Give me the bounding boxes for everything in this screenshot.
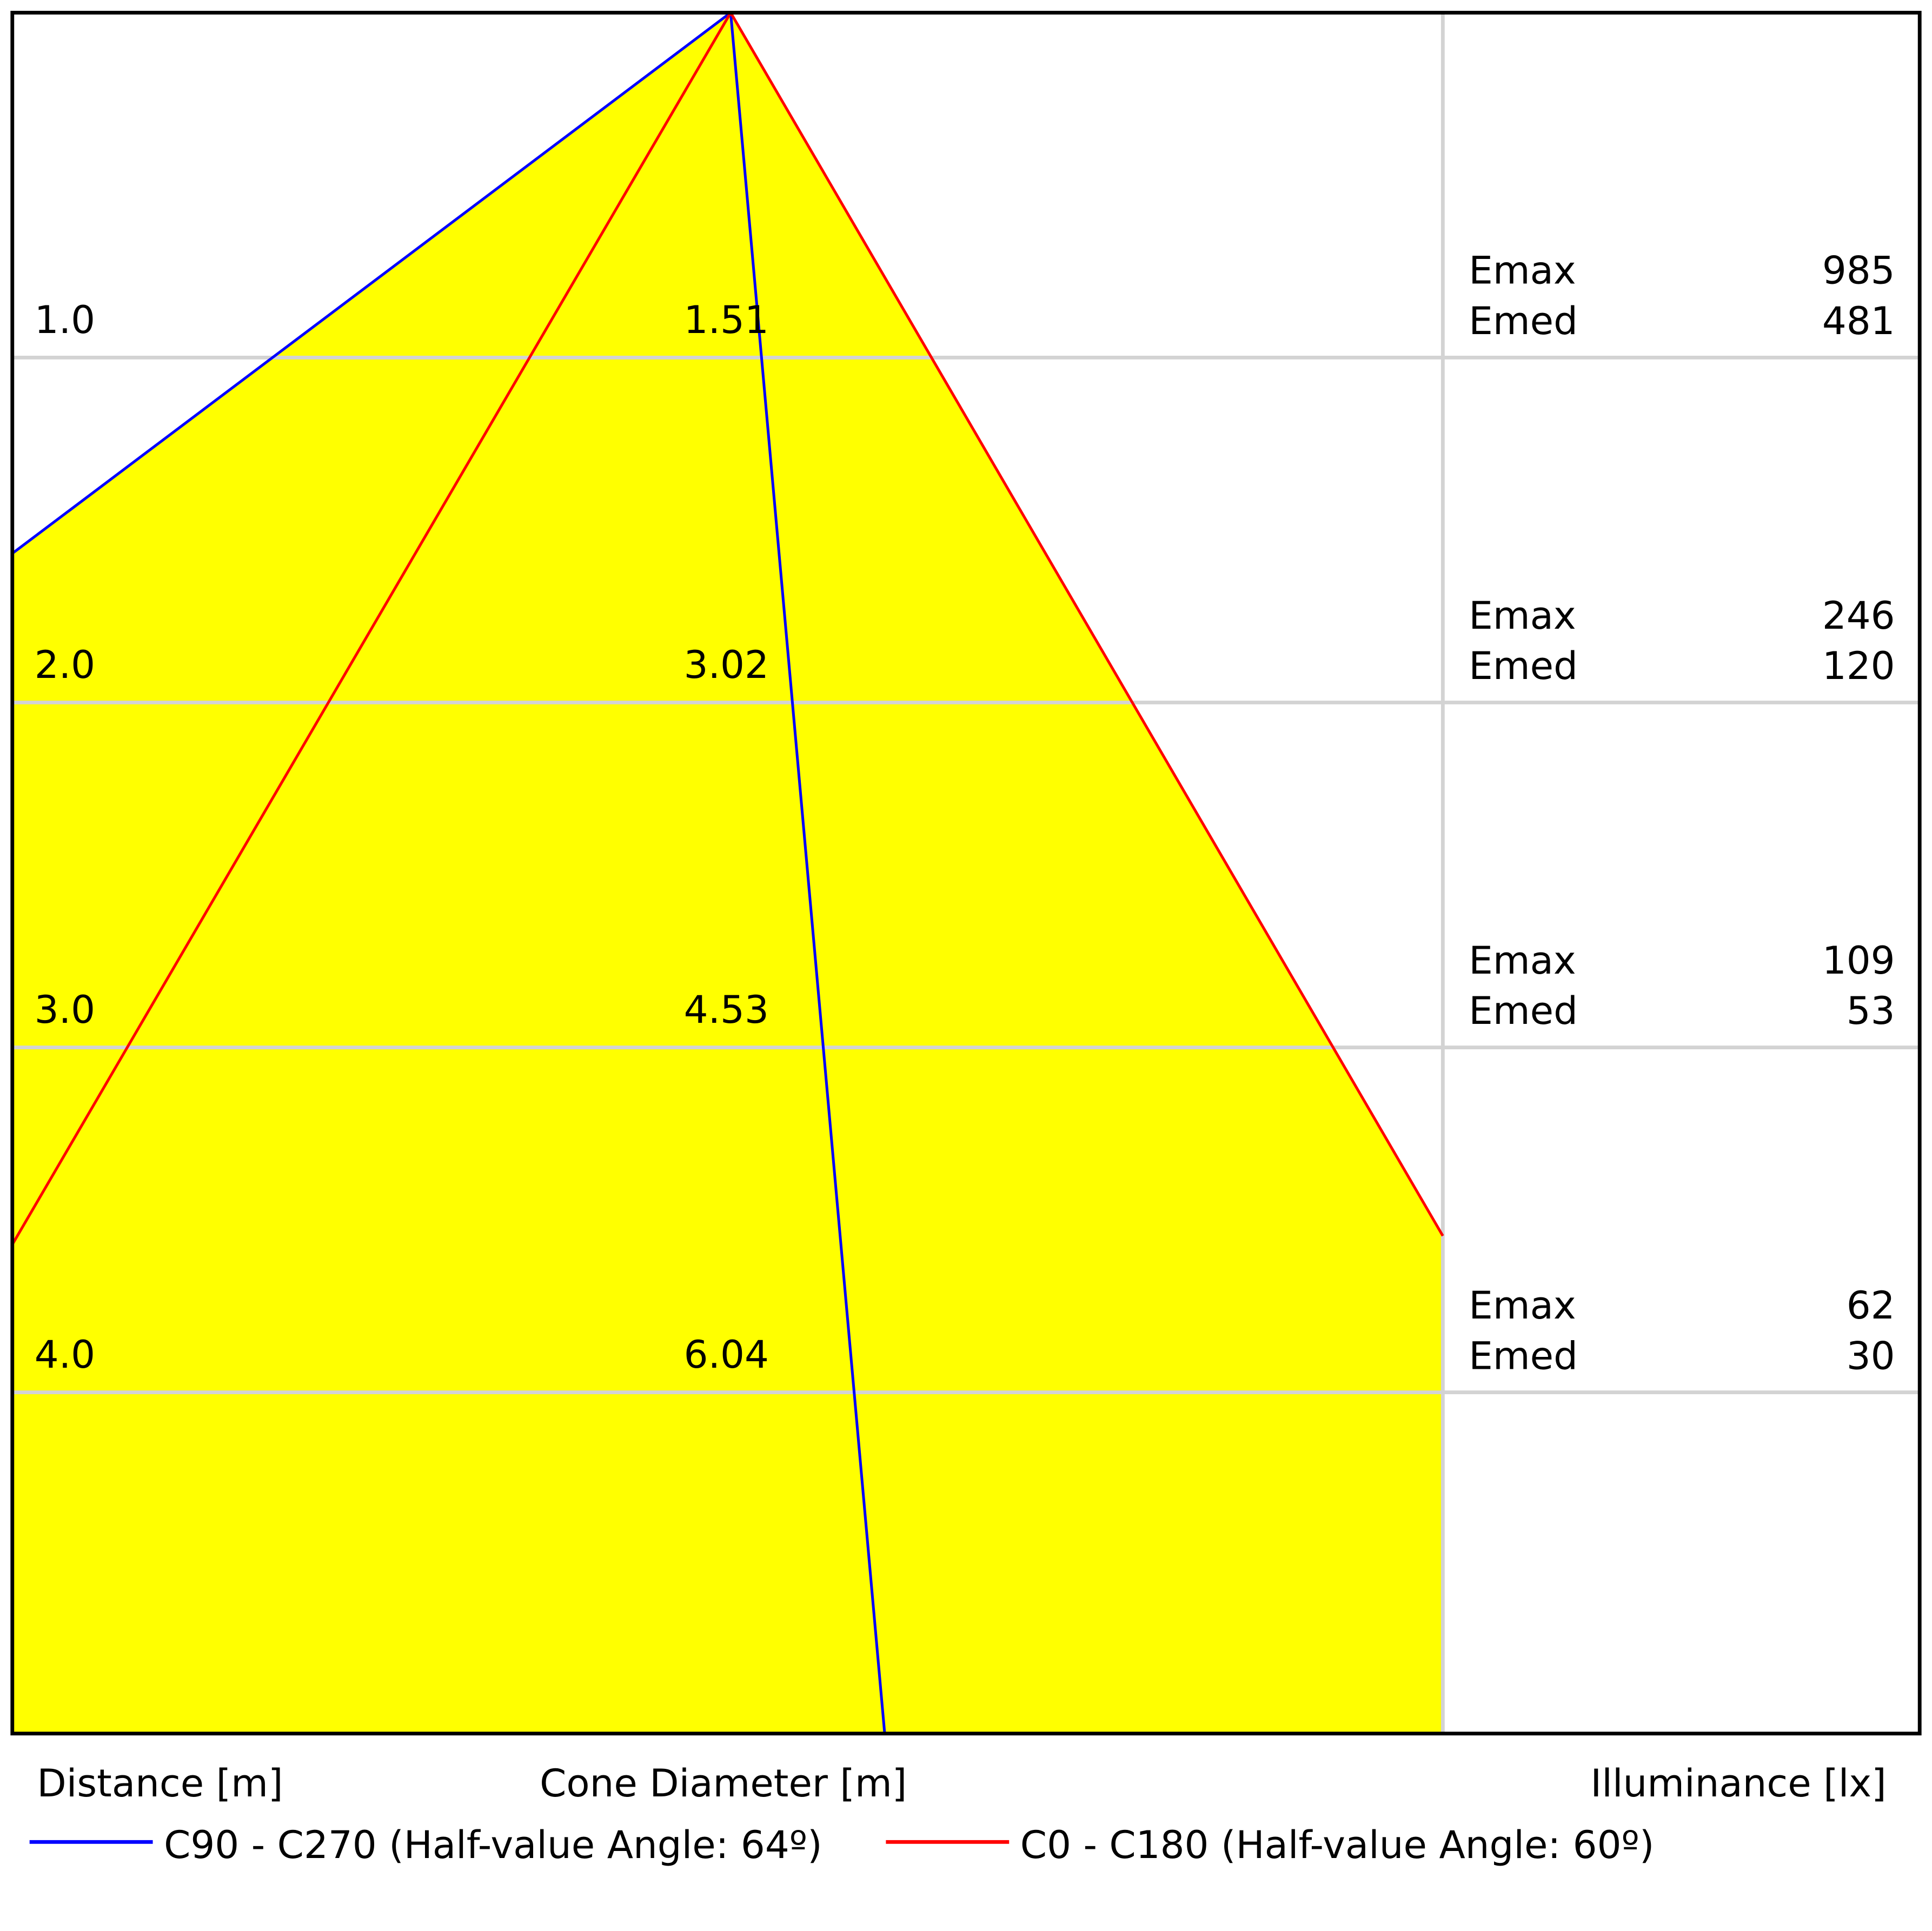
emed-label: Emed <box>1469 298 1578 343</box>
distance-label: 2.0 <box>35 642 95 687</box>
legend-label-c90: C90 - C270 (Half-value Angle: 64º) <box>164 1822 822 1867</box>
emed-value: 53 <box>1847 988 1895 1033</box>
emed-label: Emed <box>1469 988 1578 1033</box>
diameter-label: 1.51 <box>684 297 769 342</box>
emed-value: 120 <box>1822 643 1895 688</box>
ray-c90-c270-left <box>11 11 732 555</box>
ray-c90-c270-right <box>729 12 886 1734</box>
distance-axis-label: Distance [m] <box>37 1761 283 1806</box>
ray-c0-c180-right <box>729 12 1444 1237</box>
emed-value: 481 <box>1822 298 1895 343</box>
emax-value: 62 <box>1847 1283 1895 1328</box>
diameter-label: 4.53 <box>684 987 769 1032</box>
diameter-label: 3.02 <box>684 642 769 687</box>
cone-fill <box>12 12 1443 1734</box>
illuminance-axis-label: Illuminance [lx] <box>1590 1761 1886 1806</box>
emed-value: 30 <box>1847 1333 1895 1378</box>
emax-label: Emax <box>1469 938 1576 983</box>
distance-label: 4.0 <box>35 1332 95 1377</box>
legend-label-c0: C0 - C180 (Half-value Angle: 60º) <box>1020 1822 1655 1867</box>
chart-frame <box>10 11 1922 1736</box>
diameter-axis-label: Cone Diameter [m] <box>540 1761 907 1806</box>
distance-label: 3.0 <box>35 987 95 1032</box>
emax-label: Emax <box>1469 1283 1576 1328</box>
emax-label: Emax <box>1469 248 1576 293</box>
emax-value: 246 <box>1822 593 1895 638</box>
diameter-label: 6.04 <box>684 1332 769 1377</box>
emed-label: Emed <box>1469 643 1578 688</box>
emax-value: 109 <box>1822 938 1895 983</box>
distance-label: 1.0 <box>35 297 95 342</box>
emed-label: Emed <box>1469 1333 1578 1378</box>
emax-label: Emax <box>1469 593 1576 638</box>
emax-value: 985 <box>1822 248 1895 293</box>
ray-c0-c180-left <box>11 12 732 1246</box>
